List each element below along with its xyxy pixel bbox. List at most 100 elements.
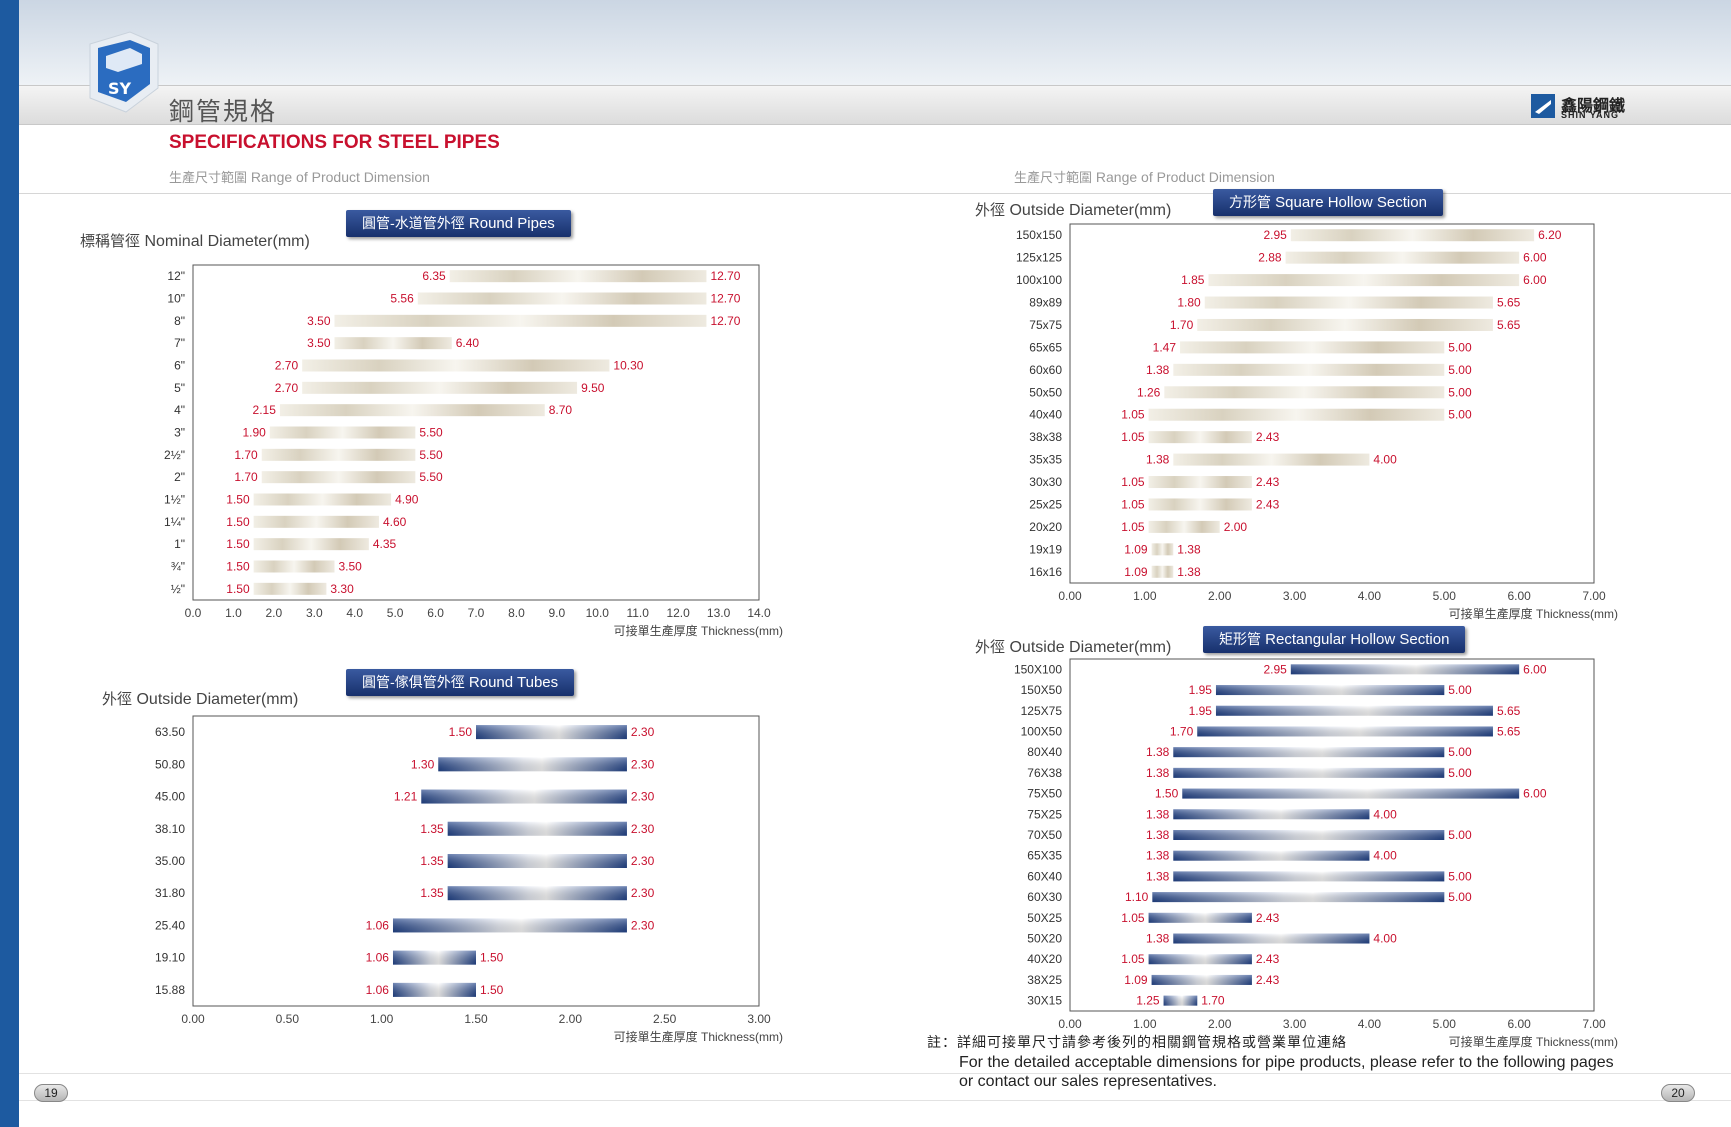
round_pipes-range-bar bbox=[279, 404, 545, 417]
rect-range-bar bbox=[1182, 788, 1520, 799]
round-pipes-y-title: 標稱管徑 Nominal Diameter(mm) bbox=[80, 230, 310, 251]
square-section-badge-cn: 方形管 bbox=[1229, 195, 1271, 211]
square-range-bar bbox=[1204, 296, 1493, 309]
round_tubes-range-bar-shade bbox=[392, 982, 476, 997]
square-category-label: 150x150 bbox=[1016, 228, 1062, 242]
page-title-en: SPECIFICATIONS FOR STEEL PIPES bbox=[169, 132, 500, 153]
round_pipes-xtick: 11.0 bbox=[626, 606, 649, 620]
rect-xtick: 4.00 bbox=[1358, 1017, 1382, 1031]
round_pipes-category-label: 8" bbox=[174, 314, 185, 328]
round_pipes-category-label: 1" bbox=[174, 537, 185, 551]
rect-range-bar bbox=[1173, 933, 1370, 944]
round_pipes-min-label: 1.50 bbox=[226, 515, 250, 529]
round_pipes-max-label: 4.60 bbox=[383, 515, 407, 529]
rect-range-bar bbox=[1163, 995, 1198, 1006]
square-category-label: 50x50 bbox=[1029, 385, 1062, 399]
rect-min-label: 1.38 bbox=[1146, 849, 1170, 863]
round_pipes-max-label: 5.50 bbox=[419, 470, 443, 484]
square-section-y-title-cn: 外徑 bbox=[975, 201, 1006, 219]
round_tubes-min-label: 1.06 bbox=[366, 951, 390, 965]
round-pipes-y-title-cn: 標稱管徑 bbox=[80, 232, 141, 250]
rect-range-bar-shade bbox=[1173, 871, 1445, 882]
rect-category-label: 40X20 bbox=[1027, 952, 1062, 966]
round_pipes-range-bar bbox=[269, 426, 416, 439]
round_pipes-xtick: 10.0 bbox=[586, 606, 610, 620]
round_pipes-range-bar bbox=[253, 560, 335, 573]
right-subheading-en: Range of Product Dimension bbox=[1095, 169, 1275, 185]
rect-range-bar-shade bbox=[1215, 705, 1493, 716]
round_pipes-min-label: 1.70 bbox=[234, 448, 258, 462]
rect-max-label: 6.00 bbox=[1523, 787, 1547, 801]
square-xtick: 7.00 bbox=[1582, 589, 1606, 603]
rect-range-bar-shade bbox=[1173, 850, 1370, 861]
section-divider bbox=[19, 193, 1731, 194]
square-range-bar bbox=[1208, 274, 1520, 287]
rect-min-label: 1.38 bbox=[1146, 807, 1170, 821]
rect-category-label: 100X50 bbox=[1021, 724, 1063, 738]
rect-min-label: 1.05 bbox=[1121, 952, 1145, 966]
round_pipes-max-label: 12.70 bbox=[710, 292, 740, 306]
square-max-label: 2.00 bbox=[1224, 520, 1248, 534]
round_tubes-range-bar-shade bbox=[447, 854, 627, 868]
round_tubes-min-label: 1.21 bbox=[394, 790, 418, 804]
square-max-label: 5.00 bbox=[1448, 363, 1472, 377]
footnote-en-2: or contact our sales representatives. bbox=[959, 1073, 1217, 1090]
rect-section-badge: 矩形管 Rectangular Hollow Section bbox=[1203, 626, 1466, 653]
brand-mark-icon bbox=[1531, 94, 1555, 118]
left-color-bar bbox=[0, 0, 19, 1127]
round_pipes-range-bar bbox=[334, 314, 707, 327]
page-title-cn: 鋼管規格 bbox=[169, 97, 278, 126]
square-max-label: 1.38 bbox=[1177, 542, 1201, 556]
round_pipes-max-label: 6.40 bbox=[456, 336, 480, 350]
square-xtick: 0.00 bbox=[1058, 589, 1082, 603]
rect-range-bar bbox=[1215, 705, 1493, 716]
rect-range-bar bbox=[1152, 892, 1445, 903]
square-max-label: 1.38 bbox=[1177, 565, 1201, 579]
round_pipes-range-bar bbox=[253, 493, 392, 506]
left-subheading-en: Range of Product Dimension bbox=[250, 169, 430, 185]
round-pipes-y-title-en: Nominal Diameter(mm) bbox=[144, 233, 310, 250]
rect-max-label: 4.00 bbox=[1373, 807, 1397, 821]
round_pipes-max-label: 3.50 bbox=[339, 560, 363, 574]
round_pipes-category-label: 3" bbox=[174, 426, 185, 440]
rect-min-label: 1.10 bbox=[1125, 890, 1149, 904]
square-plot: 0.00 1.00 2.00 3.00 4.00 5.00 6.00 7.00 可接單生產厚度 … bbox=[1016, 223, 1618, 621]
square-min-label: 1.80 bbox=[1177, 296, 1201, 310]
rect-range-bar-shade bbox=[1151, 974, 1252, 985]
rect-section-y-title-en: Outside Diameter(mm) bbox=[1009, 639, 1172, 656]
square-range-bar bbox=[1148, 498, 1252, 511]
round_tubes-xtick: 2.50 bbox=[653, 1012, 677, 1026]
square-max-label: 6.00 bbox=[1523, 251, 1547, 265]
rect-xtick: 5.00 bbox=[1433, 1017, 1457, 1031]
round-tubes-y-title-cn: 外徑 bbox=[102, 690, 133, 708]
rect-range-bar bbox=[1148, 912, 1252, 923]
rect-frame bbox=[1069, 658, 1595, 1012]
round_pipes-range-bar bbox=[302, 381, 578, 394]
round_tubes-xtick: 0.50 bbox=[276, 1012, 300, 1026]
rect-category-label: 30X15 bbox=[1027, 994, 1062, 1008]
round_tubes-category-label: 15.88 bbox=[155, 983, 185, 997]
rect-range-bar bbox=[1173, 809, 1370, 820]
square-range-bar bbox=[1173, 453, 1370, 466]
square-min-label: 1.26 bbox=[1137, 385, 1161, 399]
round_tubes-xtick: 1.00 bbox=[370, 1012, 394, 1026]
round_tubes-range-bar-shade bbox=[447, 886, 627, 901]
round_pipes-xtick: 2.0 bbox=[266, 606, 283, 620]
round_pipes-range-bar bbox=[253, 582, 327, 595]
round_pipes-min-label: 1.50 bbox=[226, 582, 250, 596]
round-tubes-y-title-en: Outside Diameter(mm) bbox=[136, 691, 299, 708]
square-range-bar bbox=[1180, 341, 1445, 354]
round_tubes-category-label: 63.50 bbox=[155, 725, 185, 739]
round_tubes-range-bar-shade bbox=[447, 821, 627, 836]
square-xtick: 4.00 bbox=[1358, 589, 1382, 603]
rect-range-bar-shade bbox=[1173, 830, 1445, 840]
square-range-bar bbox=[1151, 565, 1174, 578]
rect-range-bar-shade bbox=[1173, 767, 1445, 778]
rect-category-label: 125X75 bbox=[1021, 704, 1063, 718]
rect-range-bar bbox=[1173, 767, 1445, 778]
round_pipes-category-label: 4" bbox=[174, 403, 185, 417]
round_tubes-category-label: 50.80 bbox=[155, 757, 185, 771]
square-min-label: 1.05 bbox=[1121, 497, 1145, 511]
round-pipes-badge-cn: 圓管-水道管外徑 bbox=[362, 216, 465, 232]
